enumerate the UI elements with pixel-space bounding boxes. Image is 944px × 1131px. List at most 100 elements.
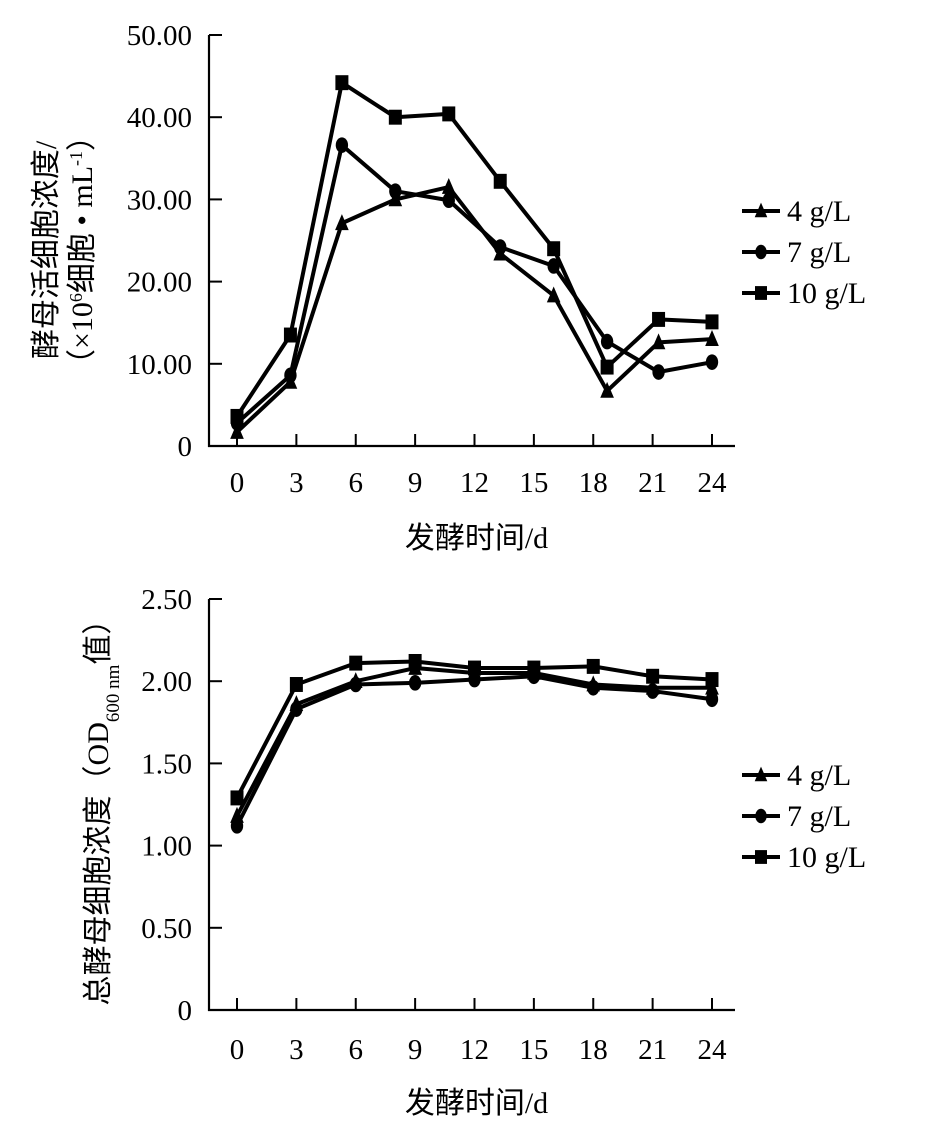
data-point-square bbox=[547, 241, 561, 257]
data-point-square bbox=[600, 359, 614, 375]
x-tick-label: 18 bbox=[579, 467, 608, 499]
series-7-g-l bbox=[230, 137, 719, 431]
x-tick-label: 0 bbox=[230, 1034, 245, 1066]
data-point-square bbox=[586, 658, 600, 674]
legend-item: 10 g/L bbox=[742, 841, 866, 874]
total-cell-chart-svg: 总酵母细胞浓度（OD600 nm值） 0 0.50 1.00 1.50 2.00 2.50… bbox=[82, 584, 866, 1120]
x-axis-title: 发酵时间/d bbox=[405, 1087, 548, 1120]
x-tick-label: 24 bbox=[698, 467, 728, 499]
data-point-square bbox=[230, 790, 244, 806]
data-point-circle bbox=[468, 671, 481, 688]
data-point-triangle bbox=[600, 381, 614, 398]
legend-marker-square bbox=[755, 850, 767, 864]
legend-item: 4 g/L bbox=[742, 195, 851, 228]
legend-item: 7 g/L bbox=[742, 800, 851, 833]
data-point-circle bbox=[705, 691, 719, 708]
x-tick-label: 21 bbox=[638, 1034, 667, 1066]
x-tick-label: 0 bbox=[230, 467, 245, 499]
series-line bbox=[235, 143, 713, 425]
legend-marker-triangle bbox=[754, 202, 768, 218]
x-ticks: 0 3 6 9 12 15 18 21 24 bbox=[230, 998, 727, 1066]
y-axis-title: 总酵母细胞浓度（OD600 nm值） bbox=[82, 605, 124, 1006]
series-7-g-l bbox=[230, 668, 719, 834]
data-point-circle bbox=[408, 675, 422, 691]
legend-item: 4 g/L bbox=[742, 759, 851, 792]
series-line bbox=[235, 185, 713, 434]
data-point-square bbox=[705, 672, 719, 688]
data-point-square bbox=[705, 314, 719, 330]
y-ticks: 0 0.50 1.00 1.50 2.00 2.50 bbox=[141, 584, 222, 1027]
y-tick-label: 50.00 bbox=[127, 20, 192, 52]
x-tick-label: 6 bbox=[349, 467, 364, 499]
data-point-circle bbox=[494, 239, 507, 255]
y-tick-label: 1.50 bbox=[141, 748, 192, 780]
y-tick-label: 1.00 bbox=[141, 831, 192, 863]
data-point-square bbox=[349, 655, 363, 671]
y-tick-label: 2.00 bbox=[141, 666, 192, 698]
y-axis-title-line2: （×106细胞 • mL-1） bbox=[66, 121, 99, 379]
data-point-square bbox=[230, 408, 244, 424]
legend-label: 4 g/L bbox=[787, 759, 851, 792]
series-line bbox=[235, 80, 713, 418]
x-tick-label: 24 bbox=[698, 1034, 728, 1066]
data-point-circle bbox=[646, 683, 659, 699]
y-tick-label: 10.00 bbox=[127, 349, 192, 381]
x-tick-label: 6 bbox=[349, 1034, 364, 1066]
data-point-square bbox=[442, 106, 456, 122]
y-ticks: 0 10.00 20.00 30.00 40.00 50.00 bbox=[127, 20, 222, 463]
data-point-circle bbox=[284, 367, 297, 384]
data-point-square bbox=[527, 660, 541, 676]
data-point-square bbox=[652, 311, 666, 327]
y-tick-label: 40.00 bbox=[127, 102, 192, 134]
legend-item: 10 g/L bbox=[742, 277, 866, 310]
data-point-triangle bbox=[546, 286, 561, 303]
data-point-square bbox=[493, 173, 507, 189]
data-point-square bbox=[646, 668, 660, 684]
data-point-circle bbox=[230, 818, 244, 834]
y-axis-title-line1: 酵母活细胞浓度/ bbox=[30, 140, 63, 359]
legend-label: 4 g/L bbox=[787, 195, 851, 228]
x-tick-label: 9 bbox=[408, 1034, 423, 1066]
data-point-circle bbox=[587, 679, 600, 696]
total-cell-chart: 总酵母细胞浓度（OD600 nm值） 0 0.50 1.00 1.50 2.00 2.50… bbox=[0, 565, 944, 1131]
legend-label: 10 g/L bbox=[787, 277, 866, 310]
data-point-square bbox=[283, 327, 297, 343]
series-10-g-l bbox=[230, 75, 719, 424]
data-point-triangle bbox=[705, 330, 719, 346]
y-axis-title: 酵母活细胞浓度/ （×106细胞 • mL-1） bbox=[30, 121, 99, 379]
x-tick-label: 12 bbox=[460, 467, 489, 499]
y-tick-label: 20.00 bbox=[127, 267, 192, 299]
data-point-square bbox=[289, 677, 303, 692]
data-point-square bbox=[408, 653, 422, 669]
data-point-circle bbox=[705, 354, 719, 370]
data-point-circle bbox=[442, 192, 455, 209]
series-layer bbox=[230, 653, 719, 834]
data-point-triangle bbox=[230, 422, 244, 439]
legend-marker-square bbox=[755, 286, 767, 300]
x-tick-label: 12 bbox=[460, 1034, 489, 1066]
data-point-circle bbox=[290, 701, 303, 717]
legend-marker-circle bbox=[755, 808, 767, 824]
data-point-circle bbox=[335, 137, 349, 153]
data-point-triangle bbox=[651, 333, 666, 350]
data-point-square bbox=[335, 75, 349, 91]
data-point-circle bbox=[349, 676, 362, 693]
x-tick-label: 15 bbox=[519, 467, 548, 499]
legend: 4 g/L 7 g/L 10 g/L bbox=[742, 195, 866, 310]
x-axis-title: 发酵时间/d bbox=[405, 522, 548, 555]
x-tick-label: 3 bbox=[289, 1034, 304, 1066]
x-tick-label: 3 bbox=[289, 467, 304, 499]
legend-item: 7 g/L bbox=[742, 236, 851, 269]
y-tick-label: 0 bbox=[178, 995, 193, 1027]
data-point-square bbox=[468, 660, 481, 676]
viable-cell-chart-svg: 酵母活细胞浓度/ （×106细胞 • mL-1） 0 10.00 20.00 30.0… bbox=[30, 20, 866, 555]
data-point-circle bbox=[652, 364, 665, 380]
x-tick-label: 15 bbox=[519, 1034, 548, 1066]
data-point-circle bbox=[600, 333, 614, 350]
y-tick-label: 0.50 bbox=[141, 913, 192, 945]
legend-label: 7 g/L bbox=[787, 800, 851, 833]
data-point-square bbox=[388, 109, 402, 125]
series-4-g-l bbox=[230, 177, 719, 439]
data-point-circle bbox=[547, 258, 560, 274]
data-point-triangle bbox=[441, 177, 456, 194]
